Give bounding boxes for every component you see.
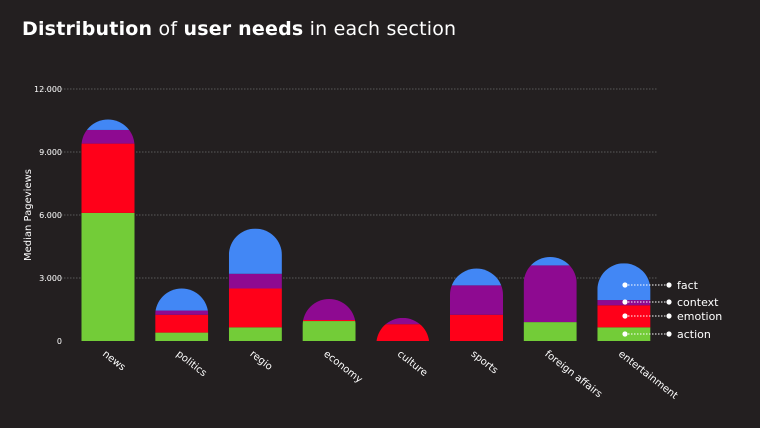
y-tick-label: 12.000 bbox=[34, 85, 62, 94]
x-tick-label: regio bbox=[248, 349, 275, 373]
bar-news bbox=[81, 119, 135, 341]
legend-item-emotion: emotion bbox=[622, 310, 722, 323]
y-tick-label: 9.000 bbox=[39, 148, 62, 157]
bar-segment-fact bbox=[523, 257, 577, 266]
bars bbox=[81, 119, 651, 341]
bar-segment-context bbox=[450, 285, 503, 315]
legend-item-fact: fact bbox=[622, 279, 699, 292]
bar-culture bbox=[376, 317, 430, 341]
legend-dot bbox=[666, 313, 672, 319]
legend-label: fact bbox=[677, 279, 699, 292]
bar-segment-action bbox=[155, 332, 209, 341]
title-part-1: Distribution bbox=[22, 18, 153, 40]
title-part-4: in each section bbox=[303, 18, 457, 40]
legend-item-context: context bbox=[622, 296, 719, 309]
legend-item-action: action bbox=[622, 328, 711, 341]
legend-dot bbox=[666, 299, 672, 305]
bar-segment-emotion bbox=[228, 288, 282, 328]
bar-segment-emotion bbox=[302, 320, 356, 322]
y-tick-label: 3.000 bbox=[39, 274, 62, 283]
bar-segment-emotion bbox=[450, 314, 503, 341]
x-tick-label: entertainment bbox=[616, 349, 680, 402]
bar-segment-fact bbox=[81, 119, 135, 130]
x-tick-label: economy bbox=[321, 349, 364, 386]
legend-dot bbox=[622, 299, 628, 305]
legend-dot bbox=[622, 313, 628, 319]
x-tick-label: news bbox=[100, 349, 127, 374]
x-axis-labels: news politics regio economy culture sports for… bbox=[100, 349, 679, 402]
bar-segment-action bbox=[228, 327, 282, 341]
title-part-3: user needs bbox=[183, 18, 304, 40]
y-axis-label: Median Pageviews bbox=[23, 169, 34, 261]
bar-segment-emotion bbox=[376, 324, 430, 341]
bar-regio bbox=[228, 228, 282, 341]
bar-segment-action bbox=[81, 212, 135, 341]
x-tick-label: politics bbox=[174, 349, 209, 379]
bar-segment-fact bbox=[228, 228, 282, 274]
grid-lines bbox=[40, 88, 658, 279]
bar-segment-context bbox=[302, 299, 356, 320]
bar-segment-context bbox=[523, 265, 577, 323]
bar-segment-action bbox=[523, 322, 577, 341]
y-tick-label: 6.000 bbox=[39, 211, 62, 220]
bar-segment-context bbox=[376, 317, 430, 325]
legend-label: action bbox=[677, 328, 711, 341]
bar-politics bbox=[155, 288, 209, 341]
bar-foreign-affairs bbox=[523, 257, 577, 341]
bar-segment-fact bbox=[450, 268, 503, 286]
x-tick-label: foreign affairs bbox=[542, 349, 604, 401]
legend-dot bbox=[622, 331, 628, 337]
bar-segment-context bbox=[228, 273, 282, 289]
y-tick-label: 0 bbox=[57, 337, 62, 346]
bar-sports bbox=[450, 268, 503, 341]
bar-segment-emotion bbox=[155, 314, 209, 333]
legend-label: context bbox=[677, 296, 719, 309]
legend-dot bbox=[666, 331, 672, 337]
legend-label: emotion bbox=[677, 310, 722, 323]
title-part-2: of bbox=[152, 18, 184, 40]
bar-segment-fact bbox=[155, 288, 209, 311]
legend-dot bbox=[622, 282, 628, 288]
bar-segment-fact bbox=[597, 263, 651, 301]
x-tick-label: culture bbox=[395, 349, 429, 379]
bar-segment-emotion bbox=[81, 143, 135, 213]
chart-title: Distribution of user needs in each secti… bbox=[22, 18, 456, 40]
bar-segment-context bbox=[155, 310, 209, 315]
legend-dot bbox=[666, 282, 672, 288]
y-axis-ticks: 0 3.000 6.000 9.000 12.000 bbox=[34, 85, 62, 346]
bar-segment-context bbox=[81, 129, 135, 144]
x-tick-label: sports bbox=[469, 349, 500, 377]
bar-economy bbox=[302, 299, 356, 341]
bar-segment-action bbox=[302, 321, 356, 341]
